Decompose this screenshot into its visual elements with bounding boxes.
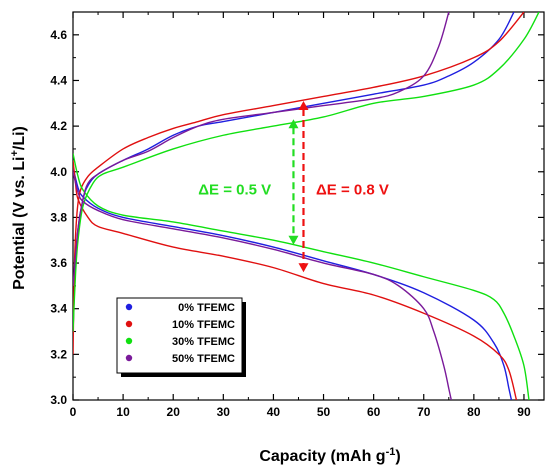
y-tick-label: 3.0 [50, 393, 67, 407]
x-tick-label: 30 [217, 405, 231, 419]
charge-curve-30pct-tfemc [73, 12, 540, 332]
arrowhead-down-icon [288, 235, 299, 245]
y-tick-label: 4.2 [50, 119, 67, 133]
legend-box [116, 297, 243, 374]
x-tick-label: 80 [467, 405, 481, 419]
y-tick-label: 4.6 [50, 28, 67, 42]
x-tick-label: 10 [116, 405, 130, 419]
data-curves [73, 12, 540, 400]
delta-e-label: ΔE = 0.8 V [316, 182, 389, 199]
legend-marker [125, 303, 133, 311]
x-tick-label: 20 [167, 405, 181, 419]
discharge-curve-50pct-tfemc [73, 171, 452, 400]
legend-label: 30% TFEMC [172, 336, 235, 348]
x-tick-label: 60 [367, 405, 381, 419]
legend-label: 50% TFEMC [172, 353, 235, 365]
y-tick-label: 3.4 [50, 302, 67, 316]
legend-marker [125, 354, 133, 362]
y-axis-title: Potential (V vs. Li+/Li) [9, 126, 28, 290]
delta-e-label: ΔE = 0.5 V [198, 182, 271, 199]
arrowhead-up-icon [298, 101, 309, 111]
arrowhead-down-icon [298, 263, 309, 273]
legend-marker [125, 320, 133, 328]
x-tick-label: 40 [267, 405, 281, 419]
legend-label: 0% TFEMC [178, 302, 235, 314]
x-axis-title: Capacity (mAh g-1) [259, 446, 400, 465]
legend-marker [125, 337, 133, 345]
y-tick-label: 4.0 [50, 165, 67, 179]
x-tick-label: 70 [417, 405, 431, 419]
discharge-curve-30pct-tfemc [73, 153, 530, 400]
axis-ticks: 0 10 20 30 40 50 60 70 80 90 3.0 3.2 3.4 3.6 3.8 4.0 4.2… [50, 11, 544, 419]
y-tick-label: 3.6 [50, 256, 67, 270]
y-tick-label: 3.2 [50, 347, 67, 361]
y-tick-label: 3.8 [50, 210, 67, 224]
annotations: ΔE = 0.5 V ΔE = 0.8 V [198, 101, 389, 273]
legend: 0% TFEMC 10% TFEMC 30% TFEMC 50% TFEMC [116, 297, 246, 377]
x-tick-label: 0 [70, 405, 77, 419]
arrowhead-up-icon [288, 119, 299, 129]
x-tick-label: 90 [517, 405, 531, 419]
legend-label: 10% TFEMC [172, 319, 235, 331]
y-tick-label: 4.4 [50, 73, 67, 87]
charge-curve-50pct-tfemc [73, 12, 450, 286]
x-tick-label: 50 [317, 405, 331, 419]
